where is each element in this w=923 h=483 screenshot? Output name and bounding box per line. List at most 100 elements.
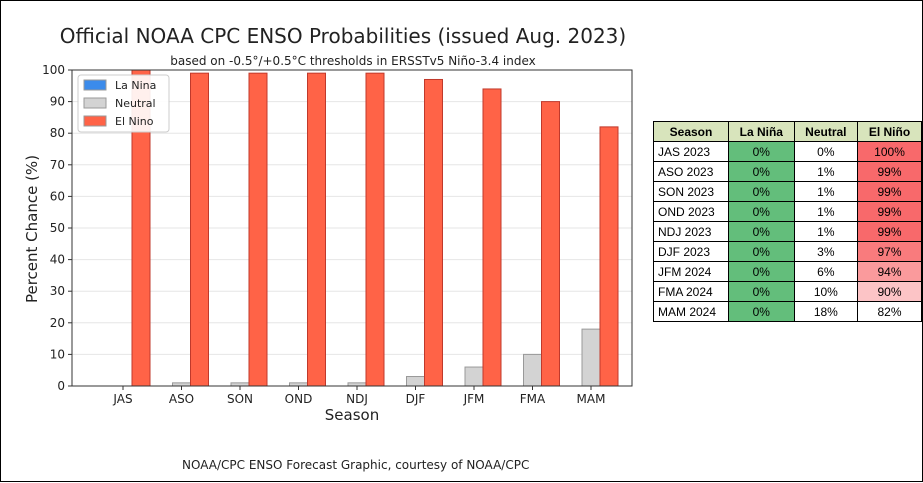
cell-elnino: 100%	[857, 141, 922, 162]
bar-neutral-mam	[581, 328, 601, 387]
cell-season: DJF 2023	[653, 241, 729, 262]
x-tick-label: JFM	[463, 392, 485, 406]
header-neutral: Neutral	[793, 121, 859, 142]
x-tick-label: DJF	[406, 392, 426, 406]
cell-season: MAM 2024	[653, 301, 729, 322]
enso-probability-chart: Official NOAA CPC ENSO Probabilities (is…	[23, 24, 633, 424]
table-row: JAS 2023 0% 0% 100%	[653, 141, 922, 162]
bar-el-nino-jfm	[482, 88, 502, 387]
y-tick-label: 50	[50, 221, 65, 235]
legend-swatch	[83, 115, 107, 127]
cell-elnino: 90%	[857, 281, 922, 302]
y-tick-label: 70	[50, 158, 65, 172]
x-tick-label: MAM	[577, 392, 606, 406]
cell-neutral: 1%	[793, 181, 859, 202]
cell-neutral: 0%	[793, 141, 859, 162]
y-tick-label: 0	[57, 379, 65, 393]
cell-season: ASO 2023	[653, 161, 729, 182]
x-axis-label: Season	[325, 406, 379, 424]
header-el-nino: El Niño	[857, 121, 922, 142]
cell-elnino: 97%	[857, 241, 922, 262]
cell-elnino: 99%	[857, 201, 922, 222]
table-row: OND 2023 0% 1% 99%	[653, 201, 922, 222]
cell-lanina: 0%	[727, 301, 795, 322]
bar-el-nino-aso	[190, 72, 209, 387]
legend-swatch	[83, 79, 107, 91]
cell-lanina: 0%	[727, 261, 795, 282]
y-tick-label: 40	[50, 253, 65, 267]
bars-group	[131, 69, 619, 387]
bar-neutral-jfm	[464, 366, 484, 387]
cell-lanina: 0%	[727, 161, 795, 182]
cell-neutral: 1%	[793, 201, 859, 222]
bar-neutral-fma	[523, 353, 542, 387]
cell-lanina: 0%	[727, 141, 795, 162]
table-row: SON 2023 0% 1% 99%	[653, 181, 922, 202]
y-tick-label: 80	[50, 126, 65, 140]
cell-neutral: 1%	[793, 161, 859, 182]
legend-label: El Nino	[115, 115, 154, 128]
table-row: JFM 2024 0% 6% 94%	[653, 261, 922, 282]
x-tick-label: JAS	[112, 392, 132, 406]
table-body: JAS 2023 0% 0% 100% ASO 2023 0% 1% 99% SON 2023 0…	[653, 141, 922, 322]
x-tick-label: OND	[285, 392, 313, 406]
cell-elnino: 94%	[857, 261, 922, 282]
header-la-nina: La Niña	[727, 121, 795, 142]
cell-lanina: 0%	[727, 241, 795, 262]
table-row: DJF 2023 0% 3% 97%	[653, 241, 922, 262]
cell-lanina: 0%	[727, 221, 795, 242]
x-tick-label: FMA	[520, 392, 546, 406]
x-axis-ticks: JAS ASO SON OND NDJ DJF JFM FMA MAM	[112, 386, 605, 406]
table-row: FMA 2024 0% 10% 90%	[653, 281, 922, 302]
bar-el-nino-djf	[424, 78, 443, 387]
cell-elnino: 99%	[857, 221, 922, 242]
x-tick-label: SON	[227, 392, 253, 406]
legend-label: La Nina	[115, 79, 156, 92]
cell-season: JFM 2024	[653, 261, 729, 282]
cell-season: NDJ 2023	[653, 221, 729, 242]
y-axis-ticks: 0 10 20 30 40 50 60 70 80 90 100	[42, 63, 72, 393]
bar-el-nino-mam	[599, 126, 619, 387]
legend-swatch	[83, 97, 107, 109]
cell-lanina: 0%	[727, 181, 795, 202]
bar-el-nino-son	[248, 72, 268, 387]
bar-neutral-djf	[406, 376, 425, 387]
y-tick-label: 60	[50, 189, 65, 203]
chart-title: Official NOAA CPC ENSO Probabilities (is…	[60, 24, 626, 48]
table-header-row: Season La Niña Neutral El Niño	[653, 121, 922, 142]
y-tick-label: 20	[50, 316, 65, 330]
cell-neutral: 18%	[793, 301, 859, 322]
cell-neutral: 6%	[793, 261, 859, 282]
cell-elnino: 99%	[857, 161, 922, 182]
cell-season: SON 2023	[653, 181, 729, 202]
y-tick-label: 100	[42, 63, 65, 77]
cell-elnino: 82%	[857, 301, 922, 322]
cell-neutral: 1%	[793, 221, 859, 242]
bar-el-nino-fma	[541, 101, 560, 387]
x-tick-label: NDJ	[346, 392, 368, 406]
cell-neutral: 3%	[793, 241, 859, 262]
y-tick-label: 30	[50, 284, 65, 298]
cell-season: JAS 2023	[653, 141, 729, 162]
x-tick-label: ASO	[169, 392, 194, 406]
credit-text: NOAA/CPC ENSO Forecast Graphic, courtesy…	[182, 458, 530, 472]
chart-subtitle: based on -0.5°/+0.5°C thresholds in ERSS…	[170, 54, 536, 68]
cell-season: OND 2023	[653, 201, 729, 222]
table-row: MAM 2024 0% 18% 82%	[653, 301, 922, 322]
cell-elnino: 99%	[857, 181, 922, 202]
bar-el-nino-ond	[307, 72, 326, 387]
y-tick-label: 90	[50, 95, 65, 109]
legend: La Nina Neutral El Nino	[77, 74, 170, 133]
table-row: NDJ 2023 0% 1% 99%	[653, 221, 922, 242]
cell-season: FMA 2024	[653, 281, 729, 302]
table-row: ASO 2023 0% 1% 99%	[653, 161, 922, 182]
bar-el-nino-ndj	[365, 72, 385, 387]
cell-lanina: 0%	[727, 201, 795, 222]
cell-lanina: 0%	[727, 281, 795, 302]
y-tick-label: 10	[50, 347, 65, 361]
legend-label: Neutral	[115, 97, 156, 110]
header-season: Season	[653, 121, 729, 142]
y-axis-label: Percent Chance (%)	[23, 155, 41, 303]
probability-table: Season La Niña Neutral El Niño JAS 2023 0…	[653, 121, 922, 322]
